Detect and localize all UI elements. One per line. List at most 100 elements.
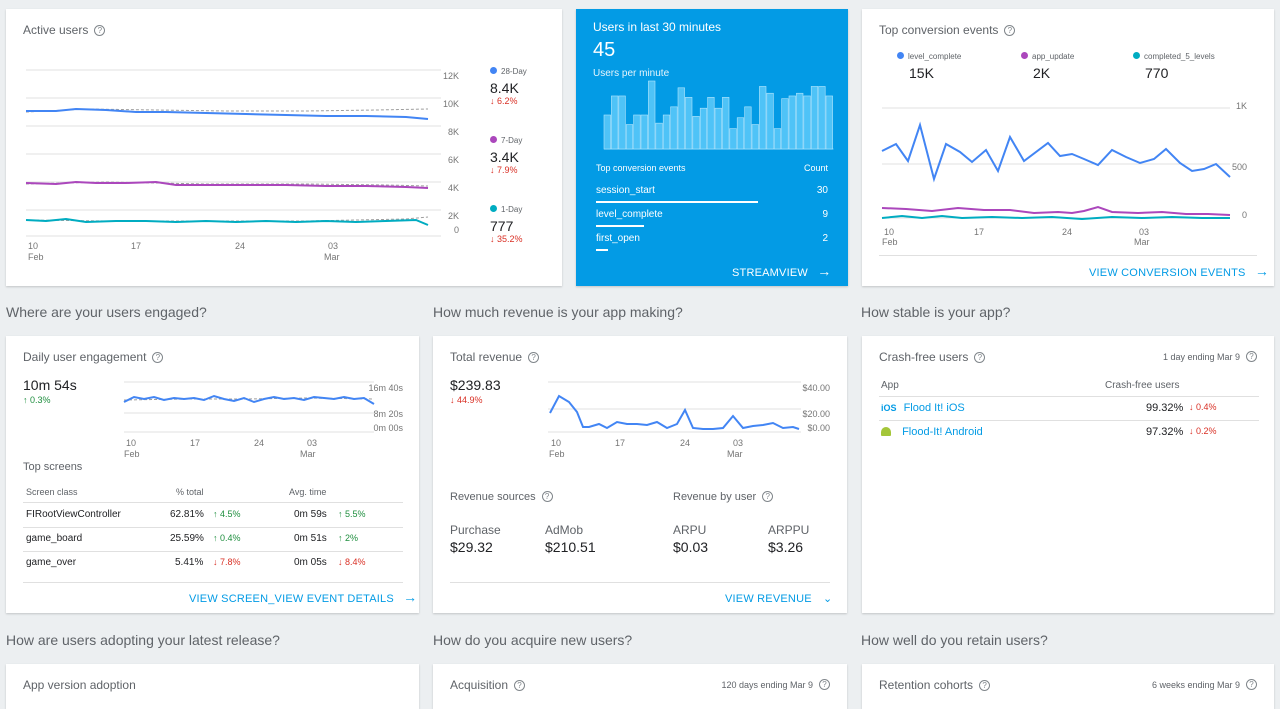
series-engagement [123,394,375,405]
realtime-table-header: Top conversion events Count [596,163,828,173]
legend-value: 3.4K [490,149,519,165]
dot-icon [490,67,497,74]
bar [707,97,715,150]
engagement-chart: 16m 40s 8m 20s 0m 00s 10 Feb 17 24 03 Ma… [123,381,403,459]
x-tick-month: Mar [1134,237,1150,247]
view-revenue-link[interactable]: VIEW REVENUE ⌄ [725,593,833,605]
bar [781,98,789,150]
active-users-title: Active users? [23,23,106,37]
bar [788,95,796,150]
bar [618,95,626,150]
view-screen-view-event-details-link[interactable]: VIEW SCREEN_VIEW EVENT DETAILS → [189,589,418,605]
screens-header: Screen class % total Avg. time [26,487,327,497]
table-row[interactable]: game_over 5.41% ↓ 7.8% 0m 05s ↓ 8.4% [26,557,366,568]
series-7-day [25,180,429,189]
legend-app-update: app_update 2K [1021,52,1074,81]
bar [670,106,678,150]
view-conversion-events-link[interactable]: VIEW CONVERSION EVENTS → [1089,263,1270,279]
divider [23,582,403,583]
revenue-value: $239.83 [450,377,501,393]
section-revenue: How much revenue is your app making? [433,304,683,320]
active-users-chart: 12K 10K 8K 6K 4K 2K 0 10 Feb 17 24 03 Ma… [25,69,459,262]
help-icon[interactable]: ? [528,352,540,363]
realtime-count: 45 [593,39,616,61]
app-version-adoption-card: App version adoption [6,664,419,709]
legend-value: 770 [1145,65,1169,81]
help-icon[interactable]: ? [1004,25,1016,36]
help-icon[interactable]: ? [94,25,106,36]
x-tick-month: Feb [882,237,898,247]
chevron-down-icon: ⌄ [823,593,833,605]
top-screens-title: Top screens [23,461,83,473]
bar [773,128,782,150]
realtime-row[interactable]: session_start 30 [596,185,828,196]
x-tick: 17 [190,438,200,448]
acquisition-card: Acquisition? 120 days ending Mar 9? [433,664,847,709]
help-icon[interactable]: ? [979,680,991,691]
revenue-change: ↓ 44.9% [450,395,483,405]
help-icon[interactable]: ? [974,352,986,363]
table-row[interactable]: FIRootViewController 62.81% ↑ 4.5% 0m 59… [26,509,366,520]
bar [825,95,833,150]
bar [655,122,663,150]
realtime-row[interactable]: level_complete 9 [596,209,828,220]
x-tick-month: Feb [28,252,44,262]
retention-card: Retention cohorts? 6 weeks ending Mar 9? [862,664,1274,709]
conversion-card: Top conversion events? level_complete 15… [862,9,1274,286]
help-icon[interactable]: ? [1246,351,1257,362]
crash-header: App Crash-free users [881,380,1180,391]
legend-level-complete: level_complete 15K [897,52,961,81]
y-tick: 8K [448,127,459,137]
x-tick: 24 [680,438,690,448]
realtime-row[interactable]: first_open 2 [596,233,828,244]
help-icon[interactable]: ? [819,679,830,690]
arrow-right-icon: → [1254,263,1270,279]
revenue-arppu: ARPPU $3.26 [768,523,810,555]
bar [796,92,804,150]
y-tick: $20.00 [802,409,830,419]
legend-value: 2K [1033,65,1051,81]
realtime-row-bar [596,201,758,203]
conversion-chart: 1K 500 0 10 Feb 17 24 03 Mar [881,101,1247,247]
x-tick-month: Feb [124,449,140,459]
x-tick: 03 [328,241,338,251]
x-tick: 17 [615,438,625,448]
divider [450,582,830,583]
y-tick: 16m 40s [368,383,403,393]
help-icon[interactable]: ? [514,680,526,691]
divider [879,420,1259,421]
bar [692,116,700,150]
revenue-source-purchase: Purchase $29.32 [450,523,501,555]
legend-change: ↓ 35.2% [490,234,523,244]
streamview-link[interactable]: STREAMVIEW → [732,263,832,279]
legend-change: ↓ 7.9% [490,165,518,175]
y-tick: 6K [448,155,459,165]
help-icon[interactable]: ? [762,491,774,502]
x-tick: 03 [733,438,743,448]
series-level-complete [881,121,1231,183]
y-tick: 500 [1232,162,1247,172]
divider [879,255,1257,256]
x-tick: 10 [28,241,38,251]
bar [603,114,611,150]
revenue-arpu: ARPU $0.03 [673,523,709,555]
legend-change: ↓ 6.2% [490,96,518,106]
crash-row-android[interactable]: Flood-It! Android 97.32% ↓ 0.2% [881,426,1259,438]
dot-icon [1133,52,1140,59]
bar [736,117,745,150]
section-engaged: Where are your users engaged? [6,304,207,320]
help-icon[interactable]: ? [1246,679,1257,690]
legend-value: 777 [490,218,514,234]
crash-row-ios[interactable]: iOS Flood It! iOS 99.32% ↓ 0.4% [881,402,1217,414]
realtime-card[interactable]: Users in last 30 minutes 45 Users per mi… [576,9,848,286]
legend-28-day: 28-Day 8.4K ↓ 6.2% [490,67,527,106]
help-icon[interactable]: ? [152,352,164,363]
table-row[interactable]: game_board 25.59% ↑ 0.4% 0m 51s ↑ 2% [26,533,359,544]
revenue-chart: $40.00 $20.00 $0.00 10 Feb 17 24 03 Mar [548,381,830,459]
bar [744,106,752,150]
help-icon[interactable]: ? [541,491,553,502]
arrow-right-icon: → [817,263,832,279]
bar [625,124,634,150]
y-tick: 0 [454,225,459,235]
x-tick: 10 [126,438,136,448]
